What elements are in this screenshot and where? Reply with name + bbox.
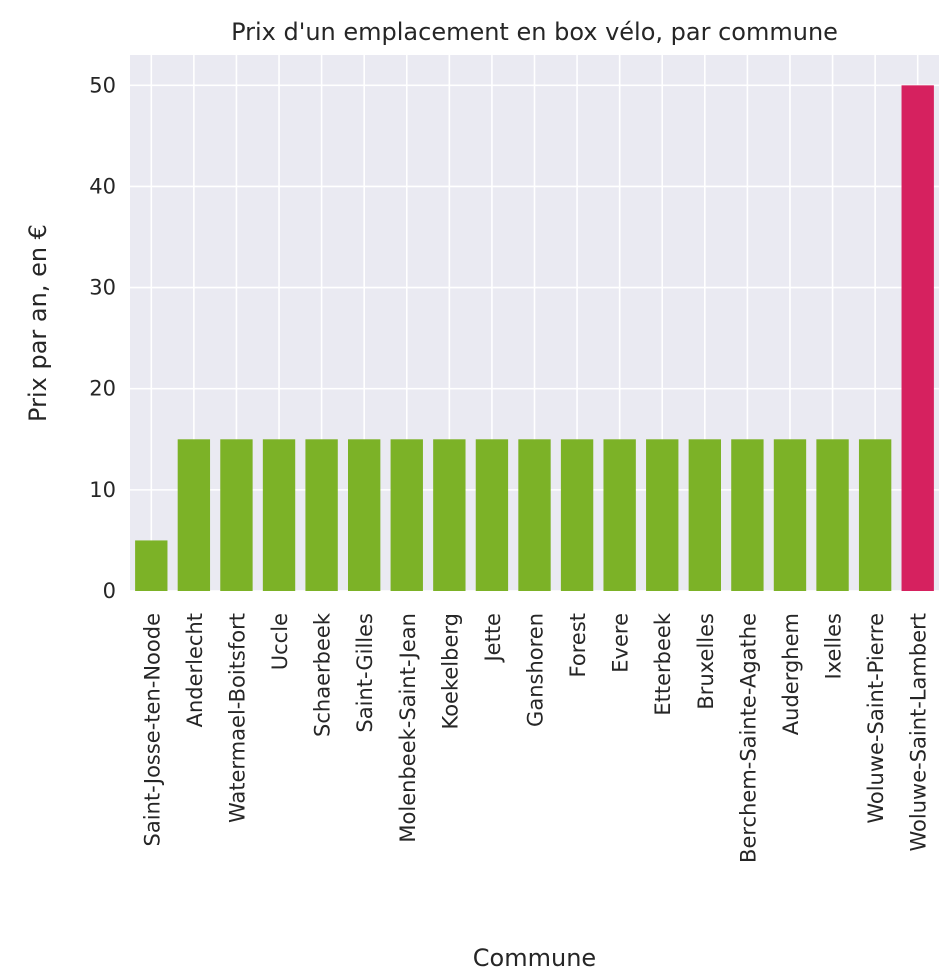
x-tick-label: Berchem-Sainte-Agathe xyxy=(736,613,760,863)
bar-koekelberg xyxy=(433,439,466,591)
x-tick-label: Molenbeek-Saint-Jean xyxy=(396,613,420,843)
x-tick-label: Schaerbeek xyxy=(311,612,335,737)
x-axis-ticks: Saint-Josse-ten-Noode Anderlecht Watermael… xyxy=(140,612,930,863)
bar-bruxelles xyxy=(688,439,721,591)
y-axis-label: Prix par an, en € xyxy=(24,224,52,422)
bar-watermael-boitsfort xyxy=(220,439,253,591)
bar-berchem-sainte-agathe xyxy=(731,439,764,591)
y-tick-label: 30 xyxy=(89,276,116,300)
bar-woluwe-saint-lambert xyxy=(901,85,934,591)
x-tick-label: Koekelberg xyxy=(438,613,462,730)
x-tick-label: Uccle xyxy=(268,613,292,670)
bar-forest xyxy=(560,439,594,591)
x-tick-label: Anderlecht xyxy=(183,613,207,727)
bar-woluwe-saint-pierre xyxy=(858,439,892,591)
y-axis-ticks: 0 10 20 30 40 50 xyxy=(89,73,116,603)
bar-saint-josse-ten-noode xyxy=(135,540,168,591)
x-tick-label: Ganshoren xyxy=(524,613,548,727)
x-tick-label: Bruxelles xyxy=(694,613,718,710)
y-tick-label: 20 xyxy=(89,377,116,401)
x-tick-label: Evere xyxy=(609,613,633,673)
bar-uccle xyxy=(262,439,296,591)
x-tick-label: Auderghem xyxy=(779,613,803,735)
x-axis-label: Commune xyxy=(473,944,596,972)
y-tick-label: 50 xyxy=(89,73,116,97)
y-tick-label: 40 xyxy=(89,174,116,198)
x-tick-label: Jette xyxy=(481,613,505,664)
x-tick-label: Watermael-Boitsfort xyxy=(225,613,249,823)
y-tick-label: 0 xyxy=(103,579,116,603)
bar-ganshoren xyxy=(518,439,551,591)
x-tick-label: Saint-Gilles xyxy=(353,613,377,733)
bar-saint-gilles xyxy=(348,439,381,591)
x-tick-label: Woluwe-Saint-Pierre xyxy=(864,613,888,824)
chart-title: Prix d'un emplacement en box vélo, par c… xyxy=(231,18,838,46)
bar-schaerbeek xyxy=(305,439,338,591)
bars xyxy=(135,85,934,591)
bar-ixelles xyxy=(816,439,849,591)
x-tick-label: Etterbeek xyxy=(651,612,675,715)
x-tick-label: Woluwe-Saint-Lambert xyxy=(907,613,931,852)
bar-anderlecht xyxy=(177,439,211,591)
bar-molenbeek-saint-jean xyxy=(390,439,423,591)
x-tick-label: Ixelles xyxy=(822,613,846,679)
y-tick-label: 10 xyxy=(89,478,116,502)
x-tick-label: Saint-Josse-ten-Noode xyxy=(140,613,164,846)
bar-etterbeek xyxy=(646,439,679,591)
x-tick-label: Forest xyxy=(566,613,590,677)
bar-jette xyxy=(475,439,509,591)
bar-evere xyxy=(603,439,636,591)
bar-auderghem xyxy=(773,439,807,591)
